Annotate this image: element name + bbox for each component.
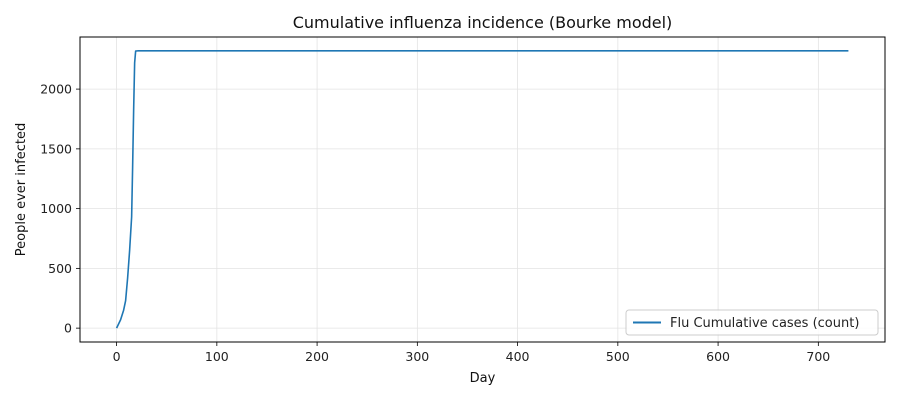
legend-box <box>625 309 879 336</box>
x-tick-label: 500 <box>606 349 630 364</box>
series-line <box>115 50 849 329</box>
chart-title: Cumulative influenza incidence (Bourke m… <box>293 13 673 32</box>
y-tick-label: 1000 <box>40 201 72 216</box>
x-tick-label: 700 <box>806 349 830 364</box>
y-axis-title: People ever infected <box>14 123 29 256</box>
x-tick-label: 600 <box>706 349 730 364</box>
plot-frame <box>79 36 886 343</box>
tick-layer: 0 100 200 300 400 500 600 700 0 500 1000 1500 2000 <box>40 82 830 364</box>
legend-label: Flu Cumulative cases (count) <box>670 316 859 331</box>
grid-layer <box>80 37 885 342</box>
x-tick-label: 200 <box>305 349 329 364</box>
series-layer <box>115 50 849 329</box>
x-tick-label: 100 <box>205 349 229 364</box>
y-tick-label: 0 <box>64 321 72 336</box>
x-axis-title: Day <box>470 371 496 386</box>
legend: Flu Cumulative cases (count) <box>625 309 879 336</box>
x-tick-label: 300 <box>405 349 429 364</box>
x-tick-label: 0 <box>113 349 121 364</box>
y-tick-label: 2000 <box>40 82 72 97</box>
y-tick-label: 500 <box>48 261 72 276</box>
y-tick-label: 1500 <box>40 141 72 156</box>
x-tick-label: 400 <box>506 349 530 364</box>
